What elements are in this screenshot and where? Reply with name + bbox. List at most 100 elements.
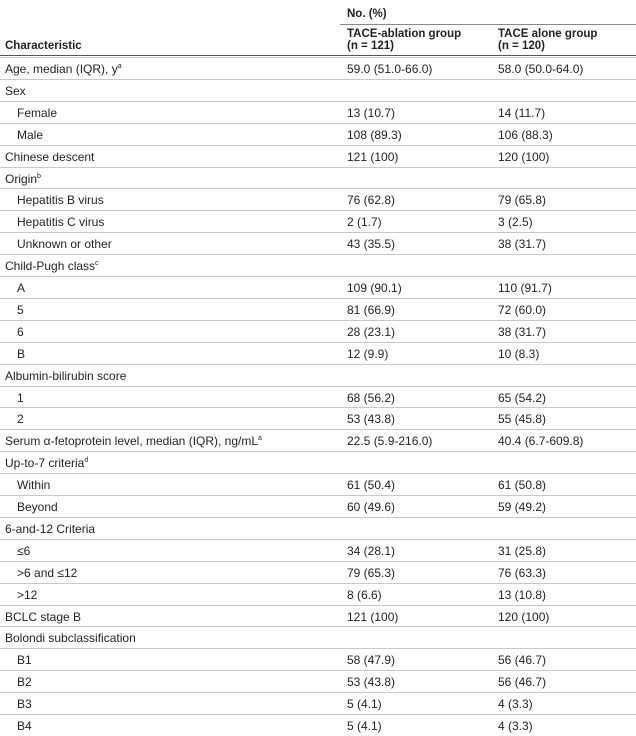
- row-label: Chinese descent: [5, 150, 94, 164]
- table-row: 1 68 (56.2) 65 (54.2): [0, 385, 636, 408]
- label-text: BCLC stage B: [5, 609, 82, 624]
- cell-value: 60 (49.6): [347, 500, 396, 514]
- row-label: BCLC stage B: [5, 610, 81, 624]
- table-row: Albumin-bilirubin score: [0, 363, 636, 386]
- label-text: >12: [17, 587, 38, 602]
- table-row: Hepatitis B virus 76 (62.8) 79 (65.8): [0, 188, 636, 210]
- table-row: 6 28 (23.1) 38 (31.7): [0, 319, 636, 342]
- label-text: B1: [17, 653, 32, 668]
- row-label: B1: [17, 653, 32, 667]
- row-label: Originb: [5, 172, 41, 186]
- label-text: B2: [17, 675, 32, 690]
- cell-value: 53 (43.8): [347, 675, 396, 690]
- row-label: 6-and-12 Criteria: [5, 522, 95, 536]
- row-label: Age, median (IQR), ya: [5, 62, 122, 76]
- table-row: ≤6 34 (28.1) 31 (25.8): [0, 538, 636, 561]
- label-text: Female: [17, 105, 58, 120]
- table-row: Bolondi subclassification: [0, 626, 636, 648]
- table-row: Hepatitis C virus 2 (1.7) 3 (2.5): [0, 210, 636, 232]
- label-text: Origin: [5, 171, 38, 186]
- cell-value: 12 (9.9): [347, 346, 389, 361]
- label-text: ≤6: [17, 543, 31, 558]
- header-rule: [0, 55, 636, 56]
- footnote-mark: d: [84, 457, 89, 465]
- cell-value: 31 (25.8): [498, 543, 547, 558]
- label-text: Chinese descent: [5, 149, 95, 164]
- cell-value: 14 (11.7): [498, 105, 546, 120]
- row-label: B: [17, 347, 25, 361]
- cell-value: 2 (1.7): [347, 215, 382, 230]
- label-text: Serum α-fetoprotein level, median (IQR),…: [5, 434, 259, 449]
- cell-value: 22.5 (5.9-216.0): [347, 434, 433, 449]
- row-label: Bolondi subclassification: [5, 631, 136, 645]
- table-row: A 109 (90.1) 110 (91.7): [0, 276, 636, 298]
- row-label: Male: [17, 128, 43, 142]
- table-row: 6-and-12 Criteria: [0, 516, 636, 539]
- table-row: Child-Pugh classc: [0, 254, 636, 276]
- label-text: Hepatitis B virus: [17, 193, 104, 208]
- footnote-mark: b: [37, 172, 41, 180]
- table-row: 2 53 (43.8) 55 (45.8): [0, 407, 636, 429]
- cell-value: 4 (3.3): [498, 697, 533, 712]
- cell-value: 121 (100): [347, 609, 399, 624]
- row-label: Beyond: [17, 500, 58, 514]
- row-label: Serum α-fetoprotein level, median (IQR),…: [5, 434, 262, 448]
- label-text: B3: [17, 697, 32, 712]
- row-label: >6 and ≤12: [17, 566, 77, 580]
- cell-value: 121 (100): [347, 149, 399, 164]
- cell-value: 76 (62.8): [347, 193, 396, 208]
- table-row: Chinese descent 121 (100) 120 (100): [0, 144, 636, 167]
- cell-value: 56 (46.7): [498, 675, 547, 690]
- label-text: 5: [17, 302, 24, 317]
- label-text: Unknown or other: [17, 237, 112, 252]
- row-label: Hepatitis B virus: [17, 193, 104, 207]
- row-label: Child-Pugh classc: [5, 259, 99, 273]
- cell-value: 81 (66.9): [347, 302, 396, 317]
- row-label: Unknown or other: [17, 237, 112, 251]
- label-text: Male: [17, 127, 44, 142]
- label-text: 1: [17, 390, 24, 405]
- cell-value: 106 (88.3): [498, 127, 553, 142]
- cell-value: 38 (31.7): [498, 237, 547, 252]
- cell-value: 59.0 (51.0-66.0): [347, 62, 433, 76]
- label-text: Albumin-bilirubin score: [5, 368, 127, 383]
- cell-value: 65 (54.2): [498, 390, 547, 405]
- characteristic-header: Characteristic: [5, 40, 82, 52]
- row-label: Sex: [5, 84, 26, 98]
- cell-value: 53 (43.8): [347, 412, 396, 427]
- column-name: TACE alone group: [498, 28, 598, 40]
- label-text: 6-and-12 Criteria: [5, 521, 96, 536]
- cell-value: 40.4 (6.7-609.8): [498, 434, 584, 449]
- cell-value: 13 (10.8): [498, 587, 547, 602]
- label-text: Up-to-7 criteria: [5, 456, 85, 471]
- row-label: Female: [17, 106, 57, 120]
- column-n: (n = 121): [347, 40, 394, 52]
- cell-value: 61 (50.4): [347, 478, 396, 493]
- table-row: Beyond 60 (49.6) 59 (49.2): [0, 495, 636, 517]
- label-text: >6 and ≤12: [17, 565, 78, 580]
- label-text: B4: [17, 719, 32, 733]
- row-label: Hepatitis C virus: [17, 215, 104, 229]
- cell-value: 120 (100): [498, 149, 550, 164]
- row-label: 2: [17, 412, 24, 426]
- row-label: ≤6: [17, 544, 30, 558]
- row-label: 5: [17, 303, 24, 317]
- table-row: Sex: [0, 78, 636, 101]
- cell-value: 28 (23.1): [347, 324, 396, 339]
- row-label: Within: [17, 478, 50, 492]
- table-row: Female 13 (10.7) 14 (11.7): [0, 100, 636, 123]
- row-label: Up-to-7 criteriad: [5, 456, 88, 470]
- table-row: BCLC stage B 121 (100) 120 (100): [0, 604, 636, 627]
- table-row: Serum α-fetoprotein level, median (IQR),…: [0, 429, 636, 451]
- table-row: B 12 (9.9) 10 (8.3): [0, 341, 636, 364]
- cell-value: 61 (50.8): [498, 478, 547, 493]
- column-header: TACE-ablation group (n = 121): [347, 28, 461, 52]
- cell-value: 55 (45.8): [498, 412, 547, 427]
- cell-value: 120 (100): [498, 609, 550, 624]
- table-row: Unknown or other 43 (35.5) 38 (31.7): [0, 232, 636, 254]
- row-label: >12: [17, 588, 37, 602]
- table-row: Male 108 (89.3) 106 (88.3): [0, 122, 636, 145]
- row-label: B3: [17, 697, 32, 711]
- cell-value: 72 (60.0): [498, 302, 547, 317]
- label-text: Hepatitis C virus: [17, 215, 105, 230]
